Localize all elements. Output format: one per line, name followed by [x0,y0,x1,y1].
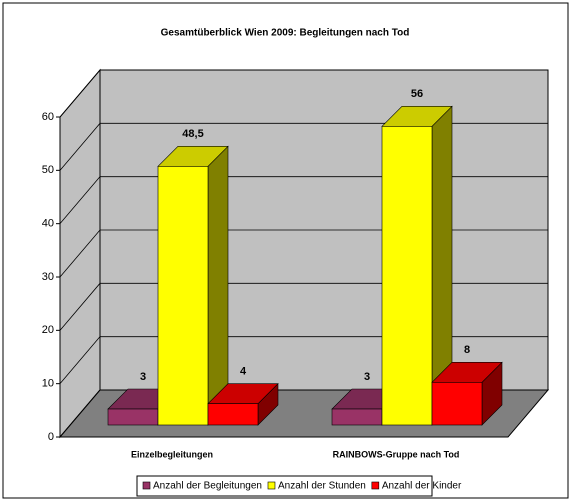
legend-swatch [142,481,151,490]
bar [431,382,483,426]
y-tick-label: 60 [42,111,54,123]
data-label: 8 [464,344,470,356]
bar [331,408,383,426]
y-tick-label: 0 [48,431,54,443]
y-tick-label: 40 [42,218,54,230]
bar-side [207,145,229,426]
legend-label: Anzahl der Stunden [278,481,366,492]
y-tick-label: 30 [42,271,54,283]
x-tick-label: RAINBOWS-Gruppe nach Tod [333,449,460,459]
legend-label: Anzahl der Begleitungen [153,481,262,492]
legend-swatch [371,481,380,490]
y-tick-label: 10 [42,378,54,390]
y-tick-label: 50 [42,164,54,176]
data-label: 3 [140,371,146,383]
legend-swatch [267,481,276,490]
data-label: 48,5 [182,128,203,140]
legend-label: Anzahl der Kinder [382,481,462,492]
legend [136,475,433,497]
bar [207,403,259,426]
bar [157,166,209,426]
data-label: 4 [240,366,247,378]
chart-title: Gesamtüberblick Wien 2009: Begleitungen … [161,28,410,39]
data-label: 3 [364,371,370,383]
x-tick-label: Einzelbegleitungen [131,449,213,459]
grid-line [59,69,548,118]
bar [107,408,159,426]
data-label: 56 [411,88,423,100]
bar [381,126,433,426]
y-tick-label: 20 [42,324,54,336]
